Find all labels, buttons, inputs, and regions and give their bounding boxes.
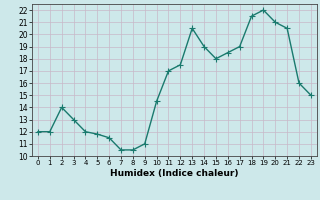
X-axis label: Humidex (Indice chaleur): Humidex (Indice chaleur) [110,169,239,178]
